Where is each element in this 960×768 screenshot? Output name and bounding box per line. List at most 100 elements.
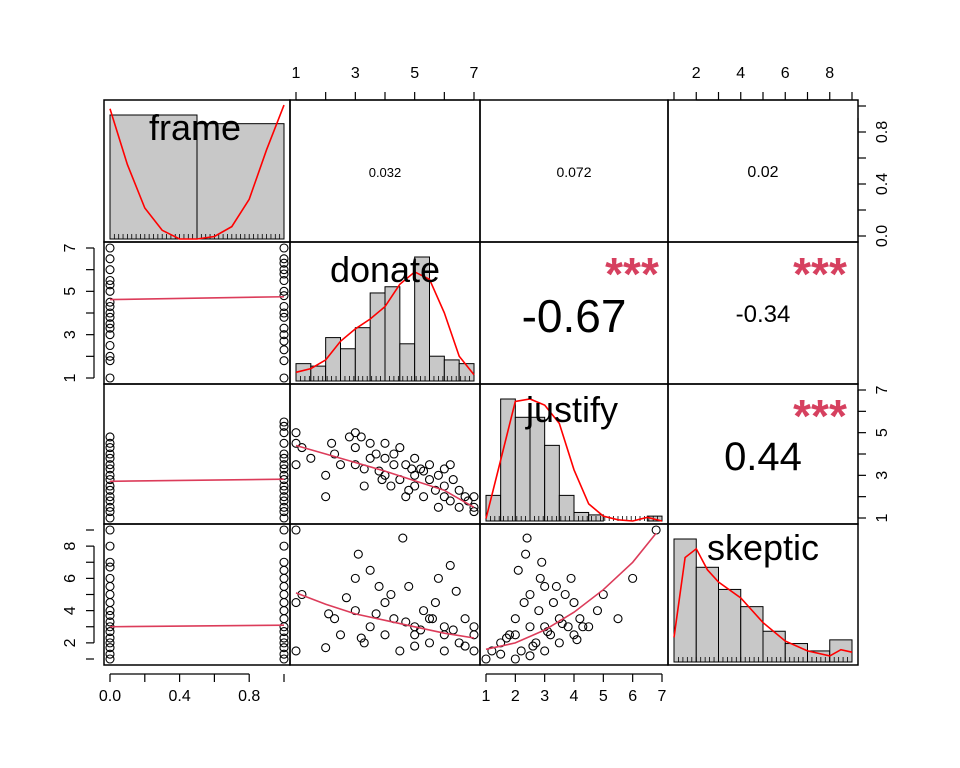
scatter-point-donate_vs_justify xyxy=(350,443,360,453)
scatter-point-frame_vs_skeptic xyxy=(279,573,289,583)
scatter-point-justify_vs_skeptic xyxy=(525,651,535,661)
scatter-point-donate_vs_justify xyxy=(377,475,387,485)
scatter-point-donate_vs_justify xyxy=(401,492,411,502)
scatter-point-frame_vs_donate xyxy=(105,265,115,275)
scatter-point-justify_vs_skeptic xyxy=(481,654,491,664)
scatter-point-donate_vs_justify xyxy=(291,438,301,448)
scatter-point-frame_vs_justify xyxy=(105,464,115,474)
scatter-point-donate_vs_justify xyxy=(430,485,440,495)
scatter-point-donate_vs_justify xyxy=(433,470,443,480)
scatter-point-justify_vs_skeptic xyxy=(501,633,512,643)
scatter-point-donate_vs_skeptic xyxy=(433,573,443,583)
scatter-point-justify_vs_skeptic xyxy=(496,649,506,659)
scatter-point-frame_vs_justify xyxy=(105,507,115,517)
scatter-point-frame_vs_skeptic xyxy=(279,649,289,659)
hist-bar-skeptic xyxy=(829,639,853,663)
scatter-point-frame_vs_justify xyxy=(105,492,115,502)
scatter-point-donate_vs_skeptic xyxy=(359,638,369,648)
scatter-point-frame_vs_justify xyxy=(105,460,115,470)
scatter-point-justify_vs_skeptic xyxy=(613,614,623,624)
scatter-point-donate_vs_skeptic xyxy=(460,641,470,651)
fit-line-donate_vs_skeptic xyxy=(295,592,475,639)
scatter-point-frame_vs_skeptic xyxy=(279,525,289,535)
scatter-point-frame_vs_skeptic xyxy=(105,606,115,616)
scatter-point-frame_vs_donate xyxy=(105,301,115,312)
scatter-point-justify_vs_skeptic xyxy=(531,638,541,648)
scatter-point-donate_vs_justify xyxy=(365,438,375,448)
scatter-point-justify_vs_skeptic xyxy=(545,630,556,640)
scatter-point-frame_vs_justify xyxy=(279,481,289,491)
scatter-point-donate_vs_justify xyxy=(389,460,399,470)
scatter-point-frame_vs_justify xyxy=(279,464,289,474)
scatter-point-donate_vs_skeptic xyxy=(380,630,390,640)
scatter-point-donate_vs_justify xyxy=(424,460,435,470)
hist-bar-donate xyxy=(384,286,401,382)
scatter-point-frame_vs_donate xyxy=(279,323,289,333)
scatter-point-donate_vs_justify xyxy=(291,428,301,438)
scatter-point-justify_vs_skeptic xyxy=(510,630,520,640)
correlation-value-donate-skeptic: -0.34 xyxy=(736,301,791,328)
scatter-point-donate_vs_skeptic xyxy=(386,589,396,600)
hist-bar-justify xyxy=(573,511,590,522)
scatter-point-donate_vs_justify xyxy=(439,464,449,474)
tick-label-justify: 5 xyxy=(874,428,891,437)
scatter-point-donate_vs_skeptic xyxy=(448,625,458,635)
hist-bar-skeptic xyxy=(740,606,764,663)
scatter-point-frame_vs_justify xyxy=(105,432,115,442)
scatter-point-donate_vs_justify xyxy=(335,460,346,470)
hist-bar-skeptic xyxy=(695,566,719,663)
scatter-point-frame_vs_skeptic xyxy=(279,627,289,637)
correlation-value-donate-justify: -0.67 xyxy=(522,290,627,342)
tick-label-skeptic: 4 xyxy=(62,606,79,615)
tick-label-skeptic: 6 xyxy=(62,574,79,583)
scatter-point-justify_vs_skeptic xyxy=(510,614,520,624)
scatter-point-frame_vs_skeptic xyxy=(279,606,289,616)
axes-layer: 1 3 5 7 2 4 6 8 0.0 0.4 0.8 1 2 3 4 5 6 7 1 3 5 7 2 4 6 8 0.0 0.4 0.… xyxy=(62,65,891,705)
tick-label-skeptic: 4 xyxy=(736,65,745,82)
scatter-point-frame_vs_justify xyxy=(105,449,115,459)
tick-label-justify: 4 xyxy=(570,688,579,705)
scatter-point-justify_vs_skeptic xyxy=(548,598,559,608)
scatter-point-donate_vs_justify xyxy=(469,502,479,512)
scatter-point-frame_vs_justify xyxy=(105,475,115,485)
scatter-point-donate_vs_skeptic xyxy=(439,646,449,656)
scatter-point-frame_vs_donate xyxy=(279,265,289,275)
scatter-point-donate_vs_justify xyxy=(445,496,455,506)
scatter-point-frame_vs_donate xyxy=(279,258,289,268)
text-layer: frame donate justify skeptic 0.032 0.072 0.02 -… xyxy=(149,107,847,568)
scatter-point-frame_vs_skeptic xyxy=(105,525,115,535)
fit-line-frame_vs_justify xyxy=(109,478,285,483)
scatter-point-donate_vs_justify xyxy=(350,428,360,438)
scatter-point-donate_vs_skeptic xyxy=(401,617,411,627)
scatter-point-donate_vs_skeptic xyxy=(371,609,381,619)
scatter-point-frame_vs_skeptic xyxy=(279,541,289,551)
scatter-point-donate_vs_skeptic xyxy=(335,630,346,640)
correlation-value-frame-donate: 0.032 xyxy=(369,165,402,180)
scatter-point-donate_vs_skeptic xyxy=(430,598,440,608)
scatter-point-frame_vs_donate xyxy=(105,254,115,264)
tick-label-donate: 1 xyxy=(62,373,79,382)
scatter-point-donate_vs_skeptic xyxy=(451,586,461,596)
scatter-point-frame_vs_donate xyxy=(105,286,115,296)
fit-line-donate_vs_justify xyxy=(295,444,475,508)
tick-label-justify: 1 xyxy=(874,513,891,522)
scatter-point-donate_vs_skeptic xyxy=(469,622,479,632)
scatter-point-frame_vs_justify xyxy=(279,449,289,459)
hist-bar-donate xyxy=(414,256,430,382)
scatter-point-donate_vs_skeptic xyxy=(353,549,363,559)
tick-label-frame: 0.4 xyxy=(168,688,190,705)
scatter-point-donate_vs_skeptic xyxy=(330,614,340,624)
scatter-point-donate_vs_justify xyxy=(448,475,458,485)
scatter-point-donate_vs_skeptic xyxy=(439,622,449,632)
scatter-point-frame_vs_justify xyxy=(105,485,115,495)
scatter-point-justify_vs_skeptic xyxy=(569,598,579,608)
scatter-point-donate_vs_skeptic xyxy=(398,533,408,543)
scatter-point-donate_vs_skeptic xyxy=(291,525,301,535)
scatter-point-donate_vs_skeptic xyxy=(424,638,435,648)
scatter-point-donate_vs_skeptic xyxy=(416,625,426,635)
scatter-point-frame_vs_donate xyxy=(105,280,115,290)
scatter-point-justify_vs_skeptic xyxy=(528,641,538,651)
tick-label-frame: 0.8 xyxy=(238,688,260,705)
scatter-point-donate_vs_skeptic xyxy=(404,581,414,591)
scatter-point-justify_vs_skeptic xyxy=(521,549,531,559)
